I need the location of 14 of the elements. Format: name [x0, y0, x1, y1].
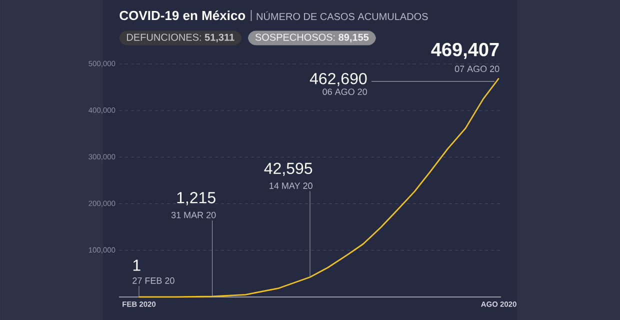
chart-subtitle: NÚMERO DE CASOS ACUMULADOS	[256, 11, 428, 20]
text: SOSPECHOSOS: 89,155	[255, 34, 369, 42]
annotation: 31 MAR 20	[171, 212, 216, 218]
annotation: 07 AGO 20	[454, 66, 500, 72]
chart-title: COVID-19 en México	[120, 10, 246, 20]
annotation: 462,690	[310, 72, 367, 86]
annotation: 06 AGO 20	[322, 88, 368, 95]
annotation: 27 FEB 20	[132, 277, 174, 284]
text: DEFUNCIONES: 51,311	[127, 34, 234, 42]
annotation: 469,407	[431, 42, 499, 60]
annotation: 1,215	[177, 192, 216, 206]
annotation: 1	[133, 260, 140, 271]
annotation: 14 MAY 20	[270, 182, 312, 189]
annotation: 42,595	[264, 162, 312, 176]
